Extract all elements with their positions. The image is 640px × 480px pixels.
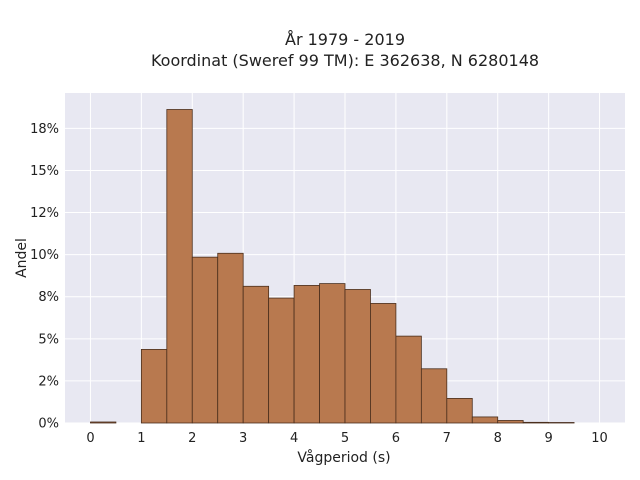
x-axis-label: Vågperiod (s) <box>297 449 390 466</box>
x-tick-label: 1 <box>137 431 145 446</box>
histogram-bar <box>90 421 117 424</box>
x-tick-label: 3 <box>239 431 247 446</box>
x-tick-label: 6 <box>392 431 400 446</box>
x-axis-ticks: 0 1 2 3 4 5 6 7 8 9 10 <box>86 431 608 446</box>
histogram-bar <box>217 252 244 424</box>
histogram-bar <box>471 416 499 424</box>
y-tick-label: 10% <box>30 248 59 263</box>
histogram-bar <box>446 398 473 424</box>
x-tick-label: 9 <box>544 431 552 446</box>
histogram-bar <box>191 256 219 424</box>
y-axis-label: Andel <box>14 238 30 278</box>
bars <box>90 109 575 424</box>
y-axis-ticks: 0% 2% 5% 8% 10% 12% 15% 18% <box>30 122 59 432</box>
y-tick-label: 8% <box>38 290 59 305</box>
y-tick-label: 12% <box>30 206 59 221</box>
x-tick-label: 2 <box>188 431 196 446</box>
y-tick-label: 5% <box>38 332 59 347</box>
y-tick-label: 18% <box>30 122 59 137</box>
x-tick-label: 8 <box>494 431 502 446</box>
y-tick-label: 2% <box>38 374 59 389</box>
histogram-bar <box>140 349 168 424</box>
histogram-bar <box>166 109 193 424</box>
histogram-bar <box>395 335 422 424</box>
x-tick-label: 4 <box>290 431 298 446</box>
histogram-bar <box>420 368 448 424</box>
histogram-bar <box>242 285 270 424</box>
histogram-bar <box>293 285 320 424</box>
histogram-bar <box>268 297 295 424</box>
histogram-bar <box>548 422 575 424</box>
chart-title-line2: Koordinat (Sweref 99 TM): E 362638, N 62… <box>151 51 539 70</box>
histogram-bar <box>344 289 371 424</box>
chart-title-line1: År 1979 - 2019 <box>285 30 405 49</box>
histogram-bar <box>497 420 524 424</box>
y-tick-label: 0% <box>38 417 59 432</box>
x-tick-label: 0 <box>86 431 94 446</box>
y-tick-label: 15% <box>30 164 59 179</box>
histogram-bar <box>370 303 397 424</box>
histogram-bar <box>522 421 550 424</box>
x-tick-label: 5 <box>341 431 349 446</box>
x-tick-label: 10 <box>591 431 608 446</box>
x-tick-label: 7 <box>443 431 451 446</box>
histogram-bar <box>319 283 346 424</box>
